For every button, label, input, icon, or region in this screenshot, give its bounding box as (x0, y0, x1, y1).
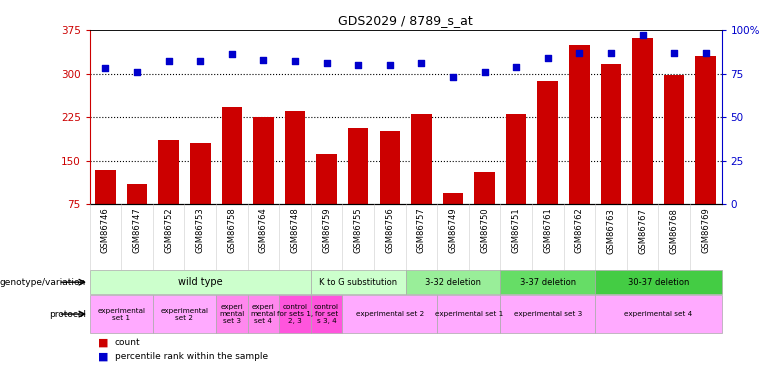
FancyBboxPatch shape (501, 270, 595, 294)
Text: count: count (115, 338, 140, 347)
Text: GSM86767: GSM86767 (638, 208, 647, 254)
Text: GSM86748: GSM86748 (290, 208, 300, 254)
Bar (317, 154, 337, 204)
FancyBboxPatch shape (279, 295, 311, 333)
Bar (664, 75, 684, 204)
Bar (254, 117, 274, 204)
FancyBboxPatch shape (311, 295, 342, 333)
Bar (285, 111, 305, 204)
Text: experimental
set 1: experimental set 1 (98, 308, 145, 321)
Text: GSM86752: GSM86752 (164, 208, 173, 253)
Text: ■: ■ (98, 338, 108, 348)
FancyBboxPatch shape (153, 295, 216, 333)
FancyBboxPatch shape (342, 295, 437, 333)
Point (352, 62, 364, 68)
Point (604, 50, 617, 55)
Text: control
for set
s 3, 4: control for set s 3, 4 (314, 304, 339, 324)
Bar (222, 107, 242, 204)
Text: GSM86755: GSM86755 (353, 208, 363, 253)
Bar (537, 81, 558, 204)
Point (700, 50, 712, 55)
Bar (601, 64, 621, 204)
Text: experimental set 3: experimental set 3 (513, 311, 582, 317)
Text: experimental
set 2: experimental set 2 (161, 308, 208, 321)
Text: GSM86746: GSM86746 (101, 208, 110, 254)
FancyBboxPatch shape (437, 295, 501, 333)
Text: experi
mental
set 4: experi mental set 4 (251, 304, 276, 324)
FancyBboxPatch shape (595, 295, 722, 333)
Text: GSM86768: GSM86768 (669, 208, 679, 254)
Text: GSM86759: GSM86759 (322, 208, 332, 253)
Point (194, 58, 207, 64)
FancyBboxPatch shape (248, 295, 279, 333)
Text: GSM86749: GSM86749 (448, 208, 458, 253)
Text: GSM86769: GSM86769 (701, 208, 711, 254)
Text: percentile rank within the sample: percentile rank within the sample (115, 352, 268, 361)
Text: protocol: protocol (49, 310, 86, 319)
Text: GSM86751: GSM86751 (512, 208, 521, 253)
Point (257, 57, 270, 63)
Bar (190, 143, 211, 204)
Point (384, 62, 396, 68)
FancyBboxPatch shape (501, 295, 595, 333)
Title: GDS2029 / 8789_s_at: GDS2029 / 8789_s_at (339, 15, 473, 27)
Text: genotype/variation: genotype/variation (0, 278, 86, 286)
Bar (569, 45, 590, 204)
Text: wild type: wild type (178, 277, 222, 287)
Point (415, 60, 427, 66)
Point (668, 50, 680, 55)
Text: GSM86764: GSM86764 (259, 208, 268, 254)
Point (541, 55, 554, 61)
Point (225, 51, 238, 57)
Text: experimental set 4: experimental set 4 (624, 311, 693, 317)
Bar (443, 193, 463, 204)
Text: control
for sets 1,
2, 3: control for sets 1, 2, 3 (277, 304, 313, 324)
Text: ■: ■ (98, 351, 108, 361)
FancyBboxPatch shape (406, 270, 501, 294)
Text: experimental set 2: experimental set 2 (356, 311, 424, 317)
Point (447, 74, 459, 80)
Bar (506, 114, 526, 204)
Bar (158, 141, 179, 204)
Text: 3-32 deletion: 3-32 deletion (425, 278, 481, 286)
FancyBboxPatch shape (311, 270, 406, 294)
Point (636, 32, 649, 38)
Point (573, 50, 586, 55)
Text: GSM86757: GSM86757 (417, 208, 426, 254)
Point (289, 58, 301, 64)
Bar (127, 184, 147, 204)
Text: GSM86758: GSM86758 (227, 208, 236, 254)
Text: GSM86756: GSM86756 (385, 208, 395, 254)
FancyBboxPatch shape (595, 270, 722, 294)
Text: experimental set 1: experimental set 1 (434, 311, 503, 317)
Text: GSM86753: GSM86753 (196, 208, 205, 254)
Point (162, 58, 175, 64)
Point (510, 64, 523, 70)
Text: GSM86747: GSM86747 (133, 208, 142, 254)
Text: K to G substitution: K to G substitution (319, 278, 397, 286)
Point (478, 69, 491, 75)
Bar (633, 38, 653, 204)
Point (321, 60, 333, 66)
Text: GSM86750: GSM86750 (480, 208, 489, 253)
Text: GSM86762: GSM86762 (575, 208, 584, 254)
Text: experi
mental
set 3: experi mental set 3 (219, 304, 244, 324)
Text: 30-37 deletion: 30-37 deletion (628, 278, 689, 286)
Bar (474, 172, 495, 204)
FancyBboxPatch shape (216, 295, 248, 333)
FancyBboxPatch shape (90, 270, 311, 294)
Bar (348, 128, 368, 204)
Point (99, 65, 112, 71)
Text: 3-37 deletion: 3-37 deletion (519, 278, 576, 286)
Bar (696, 56, 716, 204)
Bar (380, 130, 400, 204)
Text: GSM86761: GSM86761 (543, 208, 552, 254)
Bar (95, 170, 115, 204)
Point (131, 69, 144, 75)
Bar (411, 114, 431, 204)
FancyBboxPatch shape (90, 295, 153, 333)
Text: GSM86763: GSM86763 (606, 208, 615, 254)
